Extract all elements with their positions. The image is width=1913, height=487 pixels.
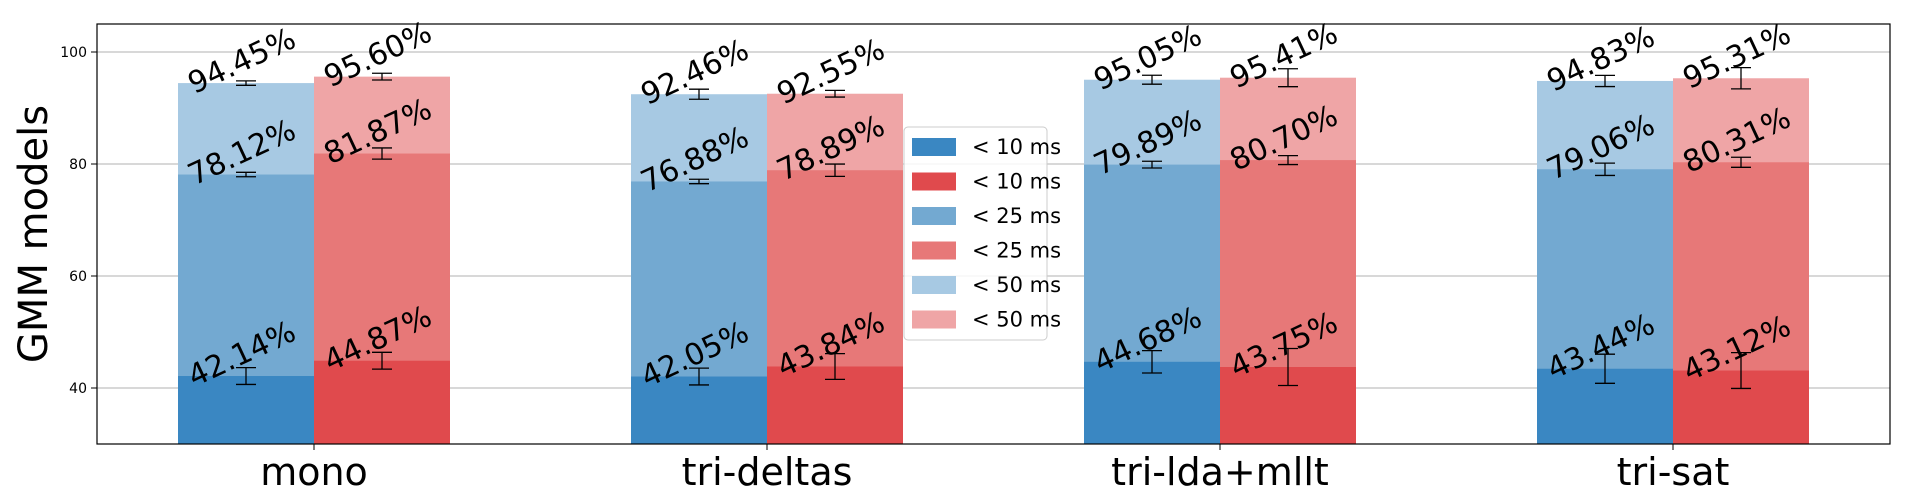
bar-segment	[631, 376, 767, 444]
bar-segment	[1084, 361, 1220, 444]
x-tick-label: tri-lda+mllt	[1111, 450, 1329, 487]
bar-segment	[178, 376, 314, 444]
legend-swatch	[912, 276, 956, 294]
legend-label: < 10 ms	[972, 170, 1061, 194]
y-tick-label: 80	[69, 157, 87, 173]
y-axis-label: GMM models	[11, 105, 57, 363]
error-bars	[236, 66, 1751, 390]
legend-swatch	[912, 310, 956, 329]
y-tick-label: 100	[60, 45, 87, 61]
legend-label: < 25 ms	[972, 204, 1061, 228]
x-tick-label: mono	[260, 450, 368, 487]
legend-label: < 25 ms	[972, 239, 1061, 263]
x-tick-label: tri-deltas	[682, 450, 853, 487]
legend-label: < 10 ms	[972, 135, 1061, 159]
legend-swatch	[912, 138, 956, 156]
legend-swatch	[912, 241, 956, 260]
legend-swatch	[912, 207, 956, 225]
legend-label: < 50 ms	[972, 273, 1061, 297]
y-tick-label: 40	[69, 381, 87, 397]
plot-frame	[96, 23, 1891, 445]
y-axis-ticks: 40 60 80 100	[60, 45, 97, 397]
x-axis-ticks: mono tri-deltas tri-lda+mllt tri-sat	[260, 444, 1729, 487]
bar-segment	[314, 360, 450, 444]
y-tick-label: 60	[69, 269, 87, 285]
x-tick-label: tri-sat	[1617, 450, 1730, 487]
legend-label: < 50 ms	[972, 308, 1061, 332]
bars	[178, 76, 1809, 445]
legend: < 10 ms < 10 ms < 25 ms < 25 ms < 50 ms < 50 …	[903, 126, 1061, 341]
legend-swatch	[912, 172, 956, 191]
